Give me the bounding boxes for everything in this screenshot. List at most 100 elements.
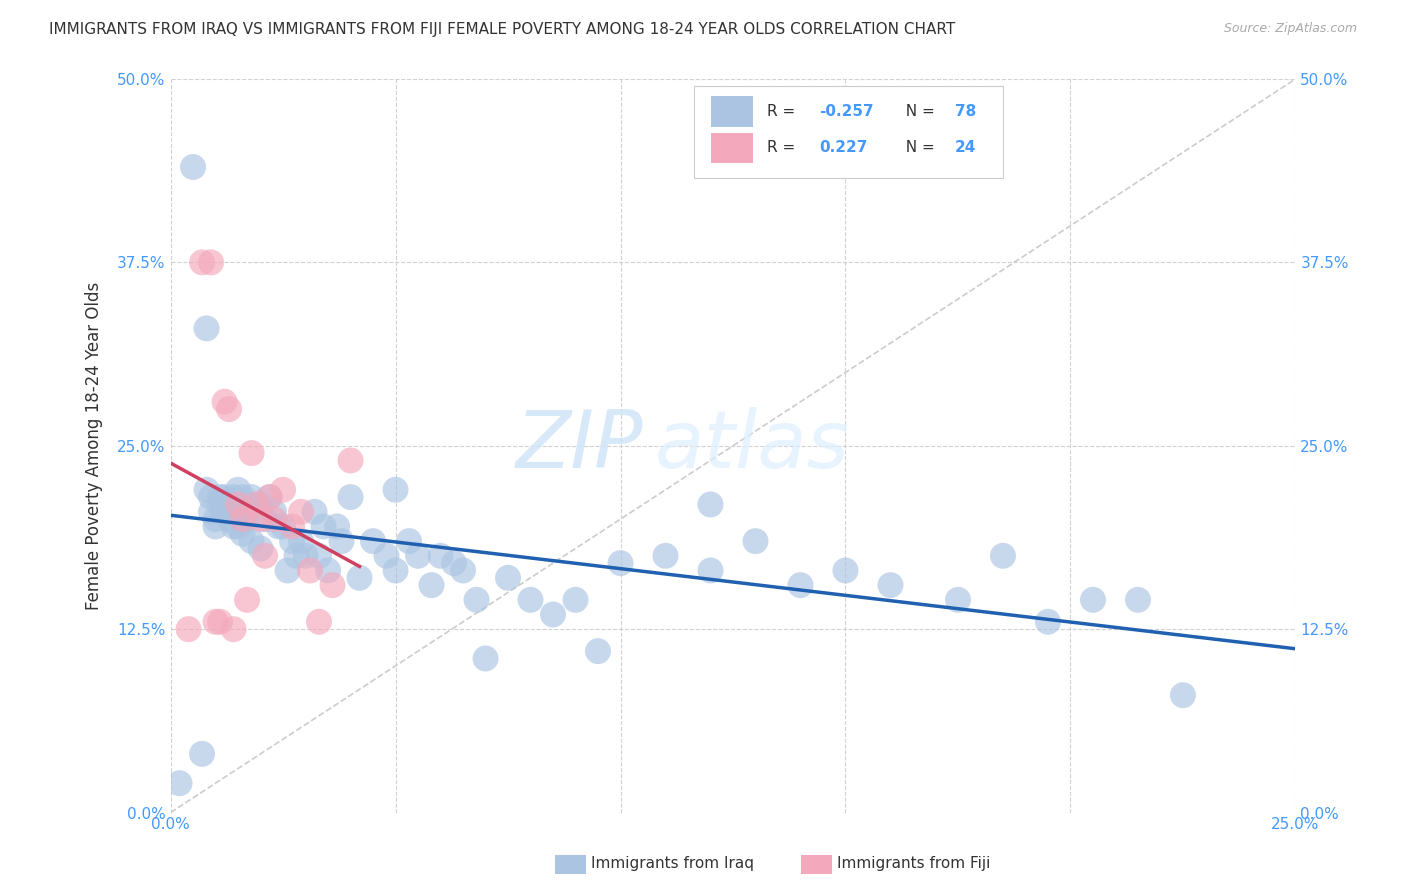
Point [308,549,330,563]
Point [177,622,200,636]
Point [654,549,676,563]
Point [232,526,254,541]
Point [541,607,564,622]
Point [1081,592,1104,607]
Point [209,615,232,629]
Point [308,615,330,629]
Point [699,564,721,578]
Point [339,453,361,467]
Point [281,534,304,549]
Point [232,512,254,526]
Point [222,622,245,636]
Point [496,571,519,585]
Point [204,519,226,533]
Point [834,564,856,578]
Point [259,490,281,504]
Point [361,534,384,549]
Point [232,490,254,504]
Point [946,592,969,607]
Point [384,564,406,578]
Point [218,505,240,519]
Point [226,483,249,497]
Point [465,592,488,607]
Point [609,556,631,570]
Point [200,505,222,519]
Point [316,564,339,578]
Point [789,578,811,592]
Point [519,592,541,607]
Point [474,651,496,665]
Point [879,578,901,592]
FancyBboxPatch shape [693,87,1002,178]
Point [271,483,294,497]
Point [1126,592,1149,607]
Point [429,549,451,563]
Point [249,512,271,526]
Point [169,776,191,790]
Point [322,578,344,592]
Point [204,512,226,526]
Text: N =: N = [896,140,939,155]
Text: 24: 24 [955,140,976,155]
Point [245,498,267,512]
Text: ZIP: ZIP [516,407,643,484]
Point [254,512,277,526]
Point [200,490,222,504]
Point [304,505,326,519]
Point [204,615,226,629]
Text: 0.227: 0.227 [820,140,868,155]
Text: N =: N = [896,103,939,119]
Point [285,549,308,563]
Y-axis label: Female Poverty Among 18-24 Year Olds: Female Poverty Among 18-24 Year Olds [86,282,103,610]
Point [209,498,232,512]
Point [299,564,322,578]
Point [259,490,281,504]
Point [398,534,420,549]
Text: Source: ZipAtlas.com: Source: ZipAtlas.com [1223,22,1357,36]
Point [218,402,240,417]
Point [744,534,766,549]
Point [699,498,721,512]
Text: atlas: atlas [654,407,849,484]
Point [277,564,299,578]
Point [249,541,271,556]
Point [226,519,249,533]
Point [294,549,316,563]
Point [222,519,245,533]
Text: 78: 78 [955,103,976,119]
Point [226,498,249,512]
FancyBboxPatch shape [710,95,754,127]
Point [195,483,218,497]
Point [290,534,312,549]
Point [249,498,271,512]
Point [226,512,249,526]
Point [443,556,465,570]
Point [214,394,236,409]
Text: Immigrants from Fiji: Immigrants from Fiji [837,856,990,871]
Point [349,571,371,585]
Point [339,490,361,504]
Point [209,490,232,504]
Point [330,534,353,549]
Text: R =: R = [766,140,804,155]
Point [240,490,263,504]
Point [451,564,474,578]
Point [263,512,285,526]
Point [245,498,267,512]
Point [991,549,1014,563]
Point [564,592,586,607]
Point [236,505,259,519]
Point [271,519,294,533]
Point [1036,615,1059,629]
Point [312,519,335,533]
Point [191,255,214,269]
Point [420,578,443,592]
Point [326,519,349,533]
Point [586,644,609,658]
Point [267,519,290,533]
Text: -0.257: -0.257 [820,103,875,119]
Point [222,490,245,504]
Point [406,549,429,563]
FancyBboxPatch shape [710,133,754,163]
Point [218,512,240,526]
